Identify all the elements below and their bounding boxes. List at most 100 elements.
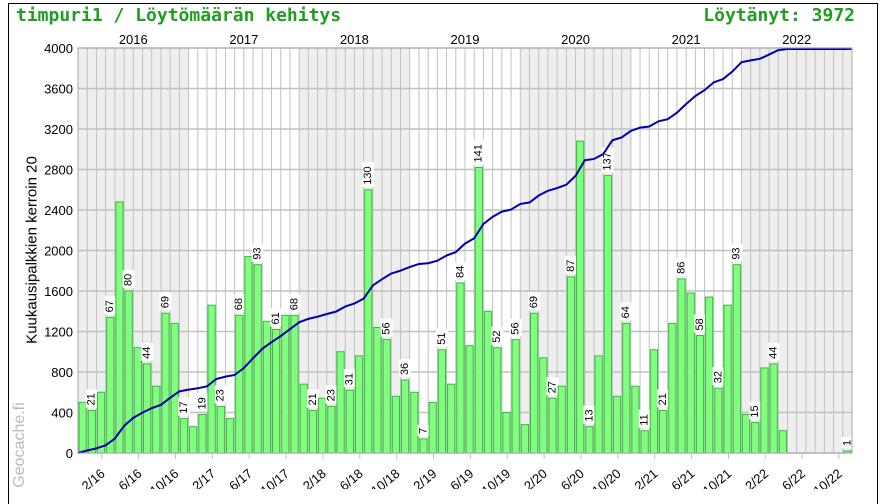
bar [308,409,318,454]
data-label-bg [712,367,725,386]
bar [741,414,751,454]
year-label: 2019 [451,32,480,47]
data-label-bg [288,294,301,313]
bar [216,405,225,454]
data-label-bg [196,393,209,412]
data-label-bg [675,257,688,276]
data-label-bg [435,328,448,347]
x-tick-label: 2/16 [79,466,108,489]
data-label: 52 [491,330,503,342]
data-label-bg [177,397,190,416]
data-label: 58 [694,318,706,330]
data-label-bg [399,359,412,378]
data-label: 36 [399,363,411,375]
data-label-bg [454,261,467,280]
data-label-bg [362,161,375,187]
bar [456,282,465,454]
bar [115,201,124,454]
bar [244,256,253,454]
data-label-bg [620,302,633,321]
y-tick-label: 1600 [44,284,73,299]
data-label-bg [546,377,559,396]
data-label-bg [104,296,117,315]
bar [87,409,96,454]
bar [511,339,520,454]
data-label-bg [325,385,338,404]
data-label: 44 [768,347,780,359]
bar [585,426,594,454]
bar [557,385,566,454]
bar [253,264,262,454]
bar [235,314,244,454]
bar [106,316,115,454]
data-label-bg [693,314,706,333]
x-tick-label: 10/16 [147,466,182,489]
data-label-bg [528,292,541,311]
data-label: 21 [657,393,669,405]
data-label-bg [306,389,319,408]
data-label-bg [417,424,430,436]
bar [723,304,732,454]
year-label: 2016 [119,32,148,47]
x-tick-label: 10/20 [589,466,624,489]
bar [419,438,428,454]
data-label: 69 [159,296,171,308]
bar [594,355,603,454]
bar [447,383,456,454]
year-label: 2021 [672,32,701,47]
bar [465,345,474,454]
x-tick-label: 6/19 [447,466,476,489]
x-tick-label: 6/21 [668,466,697,489]
x-tick-label: 2/21 [632,466,661,489]
data-label-bg [85,389,98,408]
x-tick-label: 2/22 [742,466,771,489]
data-label-bg [251,243,264,262]
data-label-bg [472,139,485,165]
x-tick-label: 10/19 [479,466,514,489]
bar [391,395,400,454]
y-tick-label: 4000 [44,41,73,56]
data-label: 93 [252,247,264,259]
data-label: 61 [270,312,282,324]
data-label-bg [841,436,854,448]
x-tick-label: 6/18 [337,466,366,489]
y-tick-label: 3600 [44,82,73,97]
bar [474,166,483,454]
data-label-bg [491,326,504,345]
bar [327,405,336,454]
bar [207,304,216,454]
data-label: 80 [123,274,135,286]
x-tick-label: 2/20 [521,466,550,489]
data-label-bg [233,294,246,313]
bar [354,355,364,454]
bar [225,418,235,454]
bar [530,312,539,454]
data-label: 17 [178,401,190,413]
y-tick-label: 1200 [44,325,73,340]
bar [364,189,373,454]
bar [78,401,87,454]
bar [668,322,677,454]
y-tick-label: 2400 [44,203,73,218]
bar [502,412,511,454]
bar [133,347,143,454]
bar [695,335,705,454]
data-label: 21 [307,393,319,405]
x-tick-label: 2/17 [189,466,218,489]
year-label: 2018 [340,32,369,47]
bar [566,276,576,454]
x-tick-label: 6/17 [226,466,255,489]
bar [179,418,189,454]
data-label: 23 [215,389,227,401]
bar [751,422,760,454]
bar [520,424,529,454]
data-label: 130 [362,166,374,184]
bar [336,351,345,454]
bar [769,363,778,454]
data-label: 69 [528,296,540,308]
data-label-bg [749,401,762,420]
data-label-bg [657,389,670,408]
data-label: 23 [325,389,337,401]
bar [373,326,382,454]
data-label: 141 [473,144,485,162]
